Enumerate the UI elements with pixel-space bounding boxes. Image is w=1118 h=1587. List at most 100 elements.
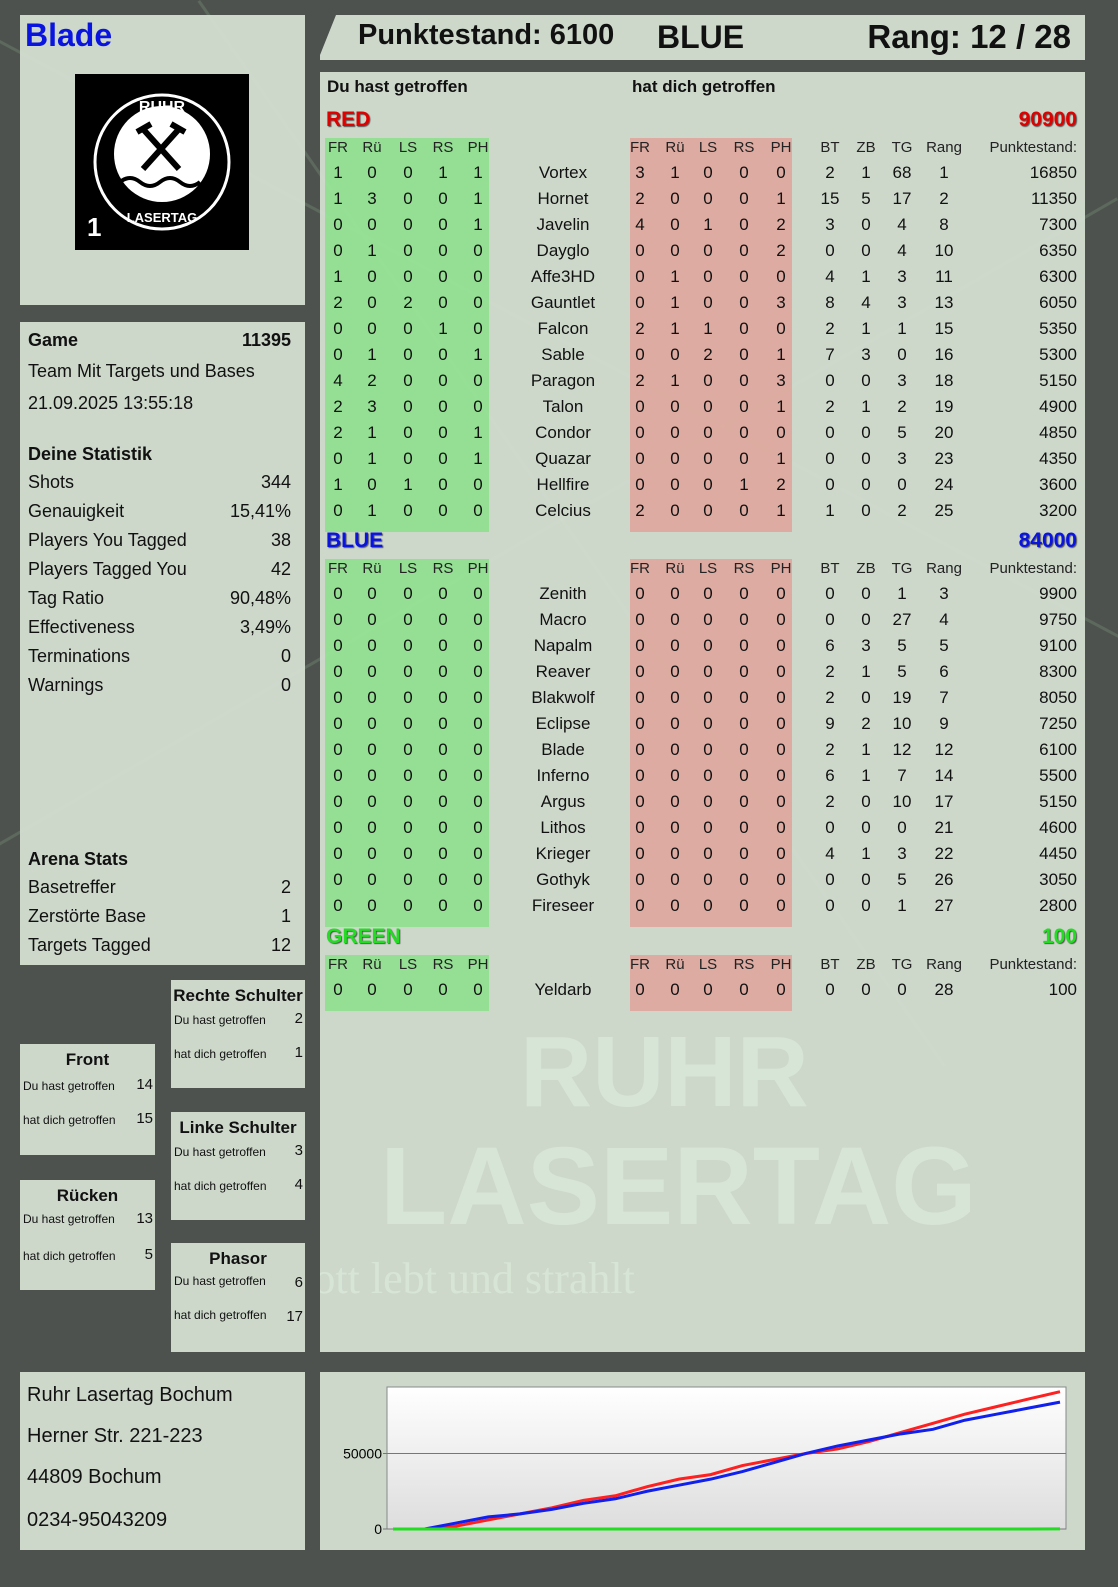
table-row: 2 3 0 0 0 Talon 0 0 0 0 1 2 1 2 19 4900 [320,397,1085,423]
cell-value: 0 [825,610,835,629]
player-name: Sable [541,345,585,364]
cell-value: 7300 [1039,215,1077,234]
zone-title: Rechte Schulter [173,986,303,1005]
cell-value: 0 [403,163,413,182]
cell-value: 0 [776,319,786,338]
svg-text:LASERTAG: LASERTAG [127,210,198,225]
stats-panel: Game 11395 Team Mit Targets und Bases 21.… [20,322,305,965]
cell-value: 4 [897,215,907,234]
column-header: PH [467,139,489,156]
table-row: 0 1 0 0 0 Dayglo 0 0 0 0 2 0 0 4 10 6350 [320,241,1085,267]
cell-value: 1 [897,896,907,915]
cell-value: 3600 [1039,475,1077,494]
cell-value: 0 [825,423,835,442]
player-name: Gauntlet [530,293,596,312]
cell-value: 0 [333,688,343,707]
cell-value: 0 [403,870,413,889]
table-row: 2 1 0 0 1 Condor 0 0 0 0 0 0 0 5 20 4850 [320,423,1085,449]
cell-value: 1 [473,449,483,468]
cell-value: 0 [333,844,343,863]
cell-value: 0 [403,980,413,999]
column-header: Rü [665,560,685,577]
cell-value: 10 [892,792,912,811]
hit-you-column-bg [630,138,792,532]
player-name: Napalm [533,636,593,655]
cell-value: 0 [367,818,377,837]
cell-value: 0 [333,610,343,629]
cell-value: 0 [739,241,749,260]
cell-value: 0 [670,844,680,863]
cell-value: 0 [438,636,448,655]
address-panel: Ruhr Lasertag Bochum Herner Str. 221-223… [20,1372,305,1550]
zone-label: hat dich getroffen [174,1308,267,1322]
column-header: FR [328,560,348,577]
cell-value: 0 [776,896,786,915]
cell-value: 1 [473,189,483,208]
player-name: Paragon [530,371,596,390]
zone-label: Du hast getroffen [174,1145,266,1159]
cell-value: 0 [703,662,713,681]
cell-value: 0 [438,267,448,286]
cell-value: 0 [825,475,835,494]
cell-value: 8 [939,215,949,234]
table-row: 0 0 0 0 0 Inferno 0 0 0 0 0 6 1 7 14 5500 [320,766,1085,792]
cell-value: 0 [739,844,749,863]
cell-value: 0 [897,980,907,999]
zone-label: Du hast getroffen [174,1274,266,1288]
cell-value: 1 [861,267,871,286]
cell-value: 3 [897,371,907,390]
cell-value: 0 [739,766,749,785]
cell-value: 1 [776,501,786,520]
cell-value: 0 [473,241,483,260]
cell-value: 0 [635,397,645,416]
cell-value: 1 [438,163,448,182]
cell-value: 0 [438,792,448,811]
arena-label: Zerstörte Base [28,906,147,926]
cell-value: 0 [861,501,871,520]
cell-value: 0 [333,818,343,837]
cell-value: 2 [635,319,645,338]
cell-value: 2 [939,189,949,208]
player-name: Krieger [535,844,591,863]
cell-value: 1 [776,449,786,468]
cell-value: 1 [367,241,377,260]
cell-value: 0 [333,662,343,681]
stat-value: 3,49% [239,617,291,637]
cell-value: 0 [635,688,645,707]
cell-value: 0 [861,584,871,603]
cell-value: 0 [739,980,749,999]
cell-value: 0 [861,241,871,260]
cell-value: 0 [333,870,343,889]
cell-value: 0 [403,610,413,629]
cell-value: 0 [703,163,713,182]
player-name: Zenith [539,584,587,603]
cell-value: 0 [861,870,871,889]
cell-value: 0 [739,163,749,182]
zone-value: 3 [294,1142,303,1159]
cell-value: 0 [403,818,413,837]
cell-value: 1 [897,319,907,338]
cell-value: 5300 [1039,345,1077,364]
cell-value: 0 [403,371,413,390]
cell-value: 0 [635,241,645,260]
cell-value: 0 [333,980,343,999]
address-line: 44809 Bochum [27,1466,162,1488]
column-header: RS [432,560,454,577]
cell-value: 5 [897,423,907,442]
cell-value: 1 [861,766,871,785]
cell-value: 3 [825,215,835,234]
cell-value: 0 [333,766,343,785]
cell-value: 0 [739,319,749,338]
cell-value: 0 [438,896,448,915]
cell-value: 4 [333,371,343,390]
cell-value: 0 [473,397,483,416]
y-tick-label: 50000 [343,1445,382,1461]
column-header: FR [328,139,348,156]
cell-value: 25 [934,501,954,520]
column-header: Punktestand: [989,139,1077,156]
cell-value: 7 [897,766,907,785]
cell-value: 0 [403,584,413,603]
zone-value: 6 [294,1274,303,1291]
cell-value: 0 [473,267,483,286]
cell-value: 4 [635,215,645,234]
